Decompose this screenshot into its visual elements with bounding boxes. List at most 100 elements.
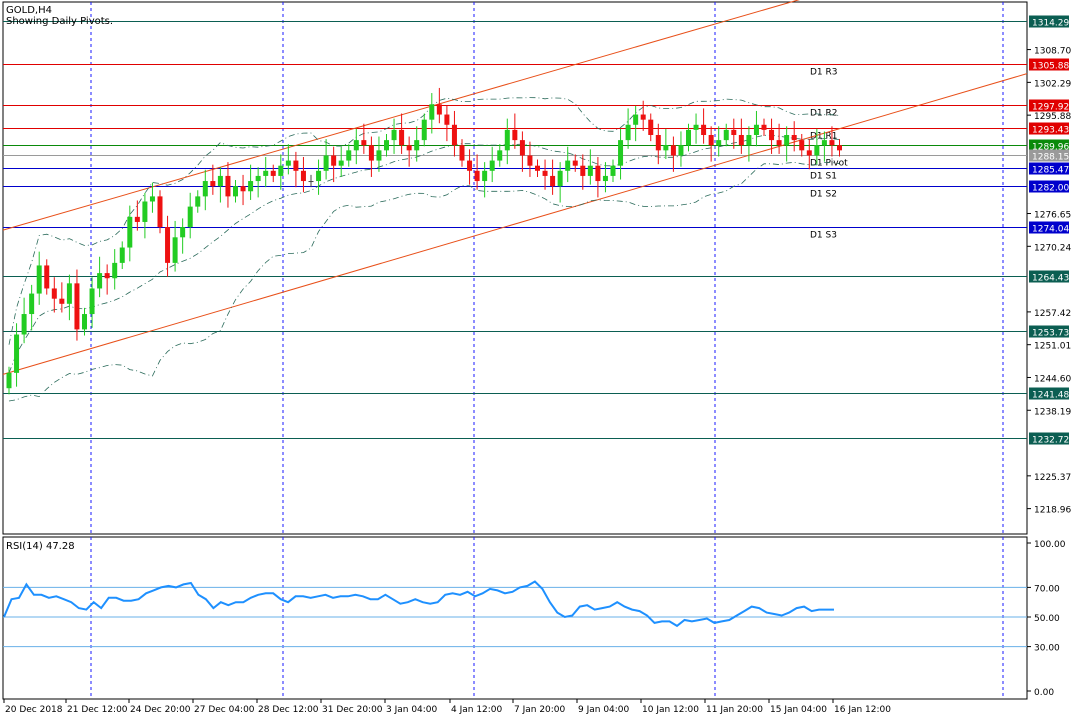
price-axis-tag-text: 1232.72 — [1032, 436, 1069, 446]
price-axis-tag-text: 1297.92 — [1032, 103, 1069, 113]
candle-body — [474, 170, 480, 182]
candle-body — [670, 145, 676, 156]
candle-body — [723, 129, 729, 141]
rsi-line — [3, 580, 834, 628]
pivot-label: D1 S2 — [810, 190, 837, 200]
candle-body — [421, 119, 427, 141]
candle-body — [821, 140, 827, 146]
candle-body — [263, 170, 269, 176]
price-axis-tag — [1029, 162, 1069, 175]
price-axis-tag-text: 1285.47 — [1032, 166, 1069, 176]
candle-body — [180, 227, 186, 238]
candle-body — [776, 140, 782, 146]
candle-body — [66, 283, 72, 304]
candle-body — [240, 186, 246, 192]
candle-body — [104, 273, 110, 279]
time-tick-label: 15 Jan 04:00 — [770, 705, 827, 715]
candle-body — [391, 129, 397, 141]
price-axis-tag — [1029, 99, 1069, 112]
rsi-label: RSI(14) 47.28 — [6, 541, 75, 552]
candle-body — [384, 140, 389, 151]
candle-body — [655, 135, 661, 151]
time-tick-label: 31 Dec 20:00 — [322, 705, 383, 715]
candle-body — [791, 135, 797, 141]
price-axis-tag — [1029, 387, 1069, 400]
price-tick-label: 1257.42 — [1034, 309, 1071, 319]
candle-body — [746, 135, 752, 146]
candle-body — [587, 165, 593, 176]
candle-body — [149, 196, 155, 202]
candle-body — [331, 155, 337, 166]
price-axis-tag-text: 1288.15 — [1032, 153, 1069, 163]
price-axis-tag — [1029, 270, 1069, 283]
price-axis-tag-text: 1274.04 — [1032, 225, 1069, 235]
candle-body — [595, 165, 601, 182]
chart-subtitle: Showing Daily Pivots. — [6, 16, 113, 27]
candle-body — [497, 150, 503, 161]
candle-body — [29, 293, 35, 315]
time-tick-label: 27 Dec 04:00 — [194, 705, 255, 715]
time-tick-label: 11 Jan 20:00 — [706, 705, 763, 715]
candle-body — [753, 124, 759, 135]
candle-body — [580, 165, 586, 176]
price-tick-label: 1308.70 — [1034, 47, 1071, 57]
candle-body — [21, 314, 27, 335]
channel-lower-line — [2, 73, 1028, 375]
price-axis-tag-text: 1314.29 — [1032, 19, 1069, 29]
chart-symbol-title: GOLD,H4 — [6, 5, 52, 16]
price-axis-ticks: 1308.70 1302.29 1295.88 1276.65 1270.24 1257.… — [1027, 47, 1071, 516]
candle-body — [270, 170, 276, 176]
candle-body — [784, 135, 790, 146]
price-axis-tag — [1029, 15, 1069, 28]
candle-body — [414, 140, 420, 151]
candle-body — [165, 227, 171, 263]
pivot-label: D1 R3 — [810, 68, 838, 78]
candle-body — [300, 170, 306, 182]
candle-body — [89, 288, 95, 315]
candle-body — [557, 170, 563, 187]
candle-body — [74, 283, 80, 330]
candle-body — [233, 186, 238, 197]
candle-body — [308, 181, 314, 183]
candle-body — [701, 124, 707, 135]
candle-body — [542, 170, 548, 176]
candle-body — [157, 196, 163, 228]
candle-body — [731, 129, 737, 135]
candle-body — [195, 196, 201, 207]
candle-body — [225, 175, 231, 197]
price-tick-label: 1295.88 — [1034, 112, 1071, 122]
candle-body — [142, 201, 148, 222]
candle-body — [708, 135, 714, 146]
candle-body — [97, 273, 103, 289]
candle-body — [44, 265, 50, 289]
rsi-tick-label: 0.00 — [1034, 688, 1054, 698]
price-axis-tag — [1029, 149, 1069, 162]
time-tick-label: 10 Jan 12:00 — [642, 705, 699, 715]
price-axis-tag — [1029, 122, 1069, 135]
candle-body — [829, 140, 835, 146]
time-tick-label: 20 Dec 2018 — [5, 705, 63, 715]
candle-body — [248, 181, 254, 192]
candle-body — [376, 150, 382, 161]
candle-body — [451, 124, 457, 146]
price-tick-label: 1225.37 — [1034, 473, 1071, 483]
rsi-tick-label: 70.00 — [1034, 584, 1060, 594]
price-axis-tag — [1029, 325, 1069, 338]
candle-body — [527, 155, 533, 166]
time-tick-label: 28 Dec 12:00 — [258, 705, 319, 715]
candlestick-series — [6, 87, 842, 395]
candle-body — [399, 129, 405, 146]
candle-body — [285, 160, 291, 166]
candle-body — [217, 175, 223, 187]
candle-body — [769, 129, 775, 141]
candle-body — [51, 288, 57, 299]
price-axis-tag-text: 1264.43 — [1032, 274, 1069, 284]
price-axis-tag — [1029, 58, 1069, 71]
candle-body — [293, 160, 299, 171]
candle-body — [565, 160, 571, 171]
candle-body — [535, 165, 540, 171]
candle-body — [663, 145, 669, 151]
